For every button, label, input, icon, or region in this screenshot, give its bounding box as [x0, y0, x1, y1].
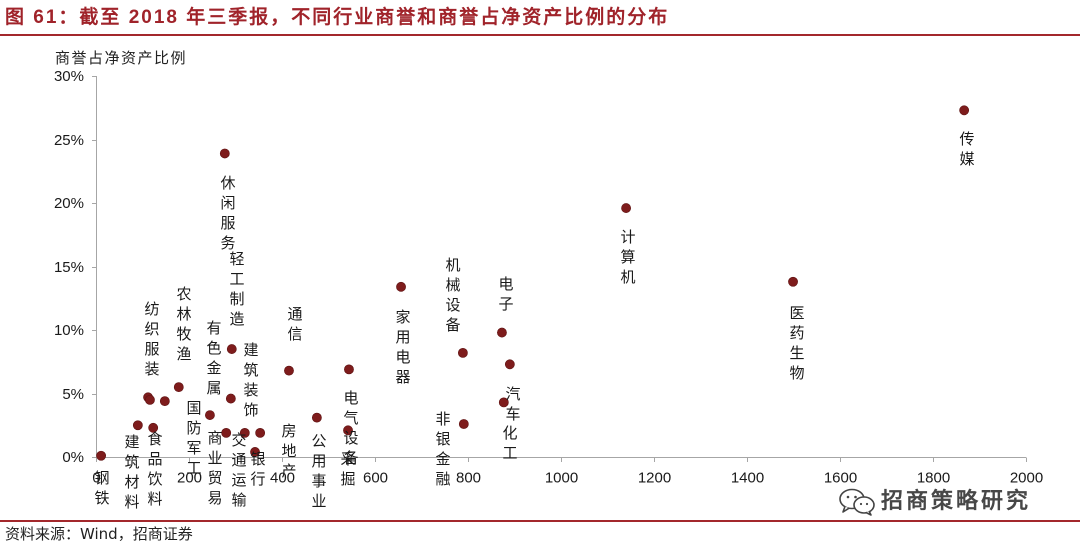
title-divider — [0, 34, 1080, 36]
data-point — [959, 105, 970, 116]
data-point — [145, 394, 155, 405]
x-tick-label: 800 — [456, 470, 481, 487]
axes: 0% 5% 10% 15% 20% 25% 30% 0 200 400 600 800 1000 1200… — [54, 68, 1043, 487]
data-point — [344, 364, 354, 375]
y-tick-label: 0% — [62, 449, 84, 466]
x-tick-label: 1200 — [638, 470, 671, 487]
data-point — [788, 276, 798, 287]
data-point — [255, 427, 266, 438]
wechat-icon — [838, 488, 876, 516]
data-point — [250, 447, 260, 457]
watermark: 招商策略研究 — [838, 488, 1031, 516]
data-point — [458, 419, 469, 429]
data-point — [159, 396, 170, 407]
data-point — [497, 327, 507, 338]
data-point — [148, 422, 159, 433]
x-tick-label: 1800 — [917, 470, 950, 487]
watermark-text: 招商策略研究 — [881, 489, 1032, 514]
data-point — [239, 427, 250, 438]
source-note: 资料来源：Wind，招商证券 — [5, 525, 193, 543]
y-tick-label: 10% — [54, 322, 84, 339]
x-tick-label: 2000 — [1010, 470, 1043, 487]
data-point — [96, 450, 107, 461]
data-points — [96, 105, 970, 461]
data-point — [132, 420, 143, 431]
data-point — [396, 281, 406, 292]
y-tick-label: 5% — [62, 386, 84, 403]
data-point — [284, 365, 294, 376]
x-tick-label: 0 — [92, 470, 100, 487]
data-point — [343, 425, 353, 436]
x-tick-label: 400 — [270, 470, 295, 487]
x-tick-label: 1400 — [731, 470, 764, 487]
y-tick-label: 25% — [54, 132, 84, 149]
y-tick-label: 20% — [54, 195, 84, 212]
y-axis-label: 商誉占净资产比例 — [55, 49, 188, 67]
y-tick-label: 15% — [54, 259, 84, 276]
data-point — [221, 427, 232, 438]
data-point — [621, 203, 631, 213]
data-point — [205, 410, 215, 420]
x-tick-label: 200 — [177, 470, 202, 487]
data-point — [225, 393, 236, 404]
x-tick-label: 1000 — [545, 470, 578, 487]
source-divider — [0, 520, 1080, 522]
data-point — [173, 382, 184, 393]
data-point — [498, 397, 509, 408]
x-tick-label: 1600 — [824, 470, 857, 487]
data-point — [457, 347, 468, 358]
figure-title: 图 61：截至 2018 年三季报，不同行业商誉和商誉占净资产比例的分布 — [5, 7, 670, 28]
data-point — [504, 359, 515, 370]
data-point — [311, 412, 322, 423]
data-point — [219, 148, 230, 159]
y-tick-label: 30% — [54, 68, 84, 85]
x-tick-label: 600 — [363, 470, 388, 487]
data-point — [226, 344, 237, 354]
